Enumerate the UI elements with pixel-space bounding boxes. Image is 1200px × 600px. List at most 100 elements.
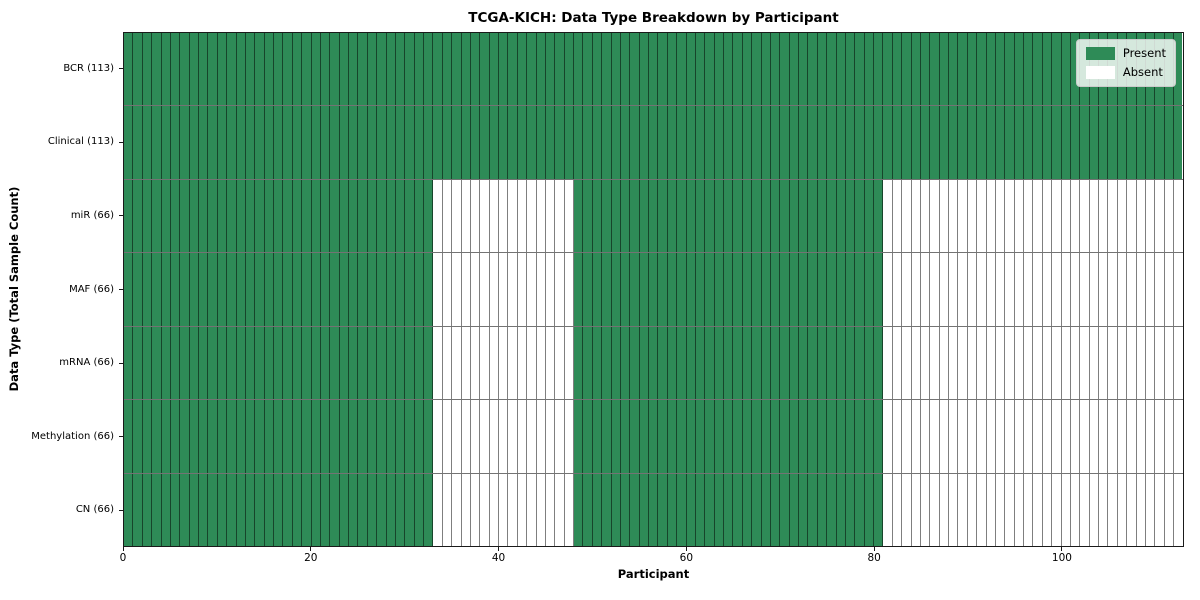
cell-present bbox=[874, 33, 884, 106]
cell-present bbox=[405, 33, 415, 106]
cell-absent bbox=[920, 253, 931, 326]
cell-present bbox=[967, 106, 978, 179]
cell-present bbox=[330, 33, 340, 106]
cell-present bbox=[189, 179, 199, 253]
cell-present bbox=[255, 33, 265, 106]
cell-present bbox=[292, 400, 303, 473]
cell-present bbox=[255, 179, 265, 253]
cell-present bbox=[330, 106, 340, 179]
cell-absent bbox=[517, 179, 528, 253]
cell-present bbox=[236, 179, 246, 253]
cell-present bbox=[499, 106, 509, 179]
cell-present bbox=[620, 106, 631, 179]
heatmap-row bbox=[124, 179, 1183, 254]
cell-present bbox=[133, 326, 143, 400]
cell-present bbox=[358, 33, 368, 106]
cell-present bbox=[442, 33, 453, 106]
cell-present bbox=[686, 400, 696, 473]
cell-present bbox=[377, 106, 387, 179]
cell-absent bbox=[1024, 326, 1034, 400]
cell-present bbox=[349, 400, 359, 473]
cell-present bbox=[602, 400, 612, 473]
cell-absent bbox=[1108, 473, 1118, 546]
cell-present bbox=[789, 253, 799, 326]
cell-present bbox=[649, 106, 659, 179]
cell-present bbox=[124, 33, 134, 106]
heatmap-row bbox=[124, 326, 1183, 401]
cell-present bbox=[236, 473, 246, 546]
x-tick-label: 100 bbox=[1051, 552, 1072, 564]
cell-present bbox=[245, 400, 256, 473]
cell-absent bbox=[920, 326, 931, 400]
cell-absent bbox=[1033, 326, 1043, 400]
cell-absent bbox=[545, 326, 556, 400]
cell-absent bbox=[452, 179, 462, 253]
cell-present bbox=[602, 106, 612, 179]
cell-absent bbox=[1164, 400, 1174, 473]
heatmap-row bbox=[124, 33, 1183, 107]
cell-present bbox=[339, 473, 349, 546]
cell-present bbox=[574, 33, 584, 106]
cell-present bbox=[367, 33, 378, 106]
cell-absent bbox=[1014, 326, 1024, 400]
cell-present bbox=[836, 179, 846, 253]
cell-absent bbox=[480, 326, 490, 400]
cell-absent bbox=[1155, 253, 1165, 326]
cell-present bbox=[236, 106, 246, 179]
cell-absent bbox=[892, 473, 903, 546]
cell-absent bbox=[1061, 253, 1071, 326]
cell-present bbox=[752, 179, 762, 253]
cell-present bbox=[611, 33, 621, 106]
x-tick-mark bbox=[122, 547, 124, 551]
cell-absent bbox=[1089, 326, 1099, 400]
cell-absent bbox=[508, 253, 518, 326]
cell-present bbox=[620, 33, 631, 106]
cell-present bbox=[827, 326, 837, 400]
cell-present bbox=[789, 473, 799, 546]
x-tick-mark bbox=[498, 547, 500, 551]
cell-present bbox=[667, 253, 678, 326]
cell-present bbox=[677, 400, 687, 473]
cell-absent bbox=[1174, 400, 1183, 473]
cell-present bbox=[227, 253, 237, 326]
cell-present bbox=[302, 253, 312, 326]
cell-present bbox=[733, 33, 743, 106]
cell-present bbox=[958, 106, 968, 179]
cell-present bbox=[236, 253, 246, 326]
cell-present bbox=[274, 400, 284, 473]
cell-present bbox=[142, 179, 153, 253]
y-tick-label: MAF (66) bbox=[69, 283, 114, 295]
cell-present bbox=[639, 253, 649, 326]
cell-present bbox=[433, 106, 443, 179]
cell-present bbox=[208, 400, 218, 473]
cell-present bbox=[405, 179, 415, 253]
cell-present bbox=[264, 473, 274, 546]
cell-present bbox=[152, 33, 162, 106]
cell-present bbox=[227, 33, 237, 106]
cell-absent bbox=[527, 326, 537, 400]
cell-absent bbox=[1052, 400, 1062, 473]
cell-absent bbox=[461, 400, 471, 473]
cell-present bbox=[302, 400, 312, 473]
cell-present bbox=[283, 106, 293, 179]
cell-present bbox=[339, 326, 349, 400]
cell-absent bbox=[977, 253, 987, 326]
cell-present bbox=[264, 179, 274, 253]
cell-absent bbox=[892, 179, 903, 253]
cell-present bbox=[742, 400, 753, 473]
cell-absent bbox=[527, 473, 537, 546]
cell-present bbox=[677, 253, 687, 326]
cell-present bbox=[386, 326, 396, 400]
cell-absent bbox=[1136, 179, 1146, 253]
cell-present bbox=[461, 33, 471, 106]
cell-present bbox=[724, 400, 734, 473]
cell-present bbox=[367, 106, 378, 179]
y-tick-mark bbox=[119, 509, 123, 511]
cell-present bbox=[564, 106, 574, 179]
cell-present bbox=[836, 33, 846, 106]
cell-present bbox=[424, 106, 434, 179]
cell-absent bbox=[883, 179, 893, 253]
cell-present bbox=[1005, 33, 1015, 106]
cell-present bbox=[489, 33, 499, 106]
cell-present bbox=[639, 400, 649, 473]
